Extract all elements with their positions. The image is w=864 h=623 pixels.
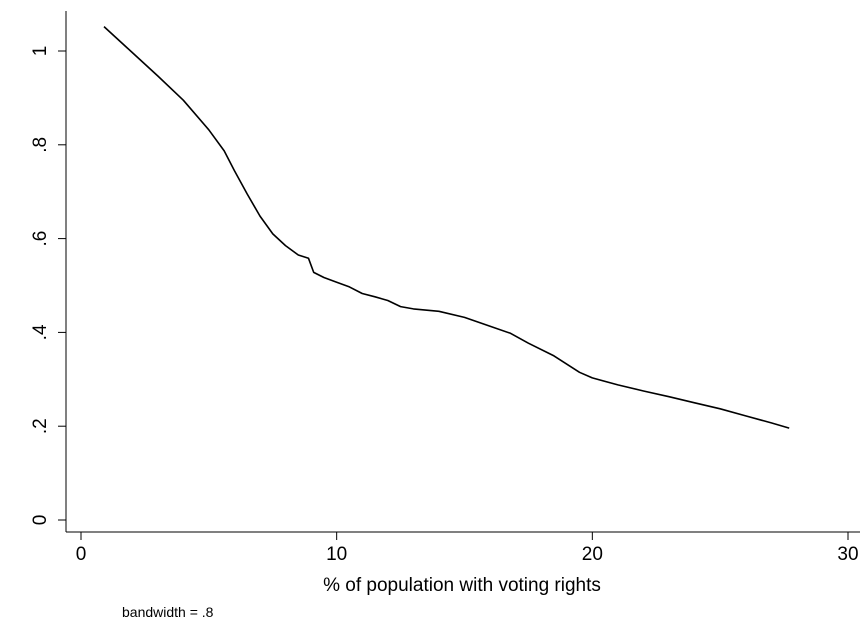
x-axis-title: % of population with voting rights [323,575,601,596]
y-tick-label: .6 [30,231,51,247]
x-tick-label: 30 [837,544,858,565]
x-tick-label: 0 [76,544,87,565]
y-tick-label: .8 [30,137,51,153]
bandwidth-note: bandwidth = .8 [122,604,214,620]
y-ticks: 0 .2 .4 .6 .8 1 [30,46,66,526]
y-tick-label: .4 [30,324,51,340]
axes [65,11,860,533]
y-tick-label: 0 [30,515,51,526]
x-ticks: 0 10 20 30 [76,532,859,565]
x-tick-label: 20 [582,544,603,565]
x-tick-label: 10 [326,544,347,565]
y-tick-label: .2 [30,418,51,434]
y-tick-label: 1 [30,46,51,57]
series-line [103,26,790,429]
series-group [103,26,790,429]
